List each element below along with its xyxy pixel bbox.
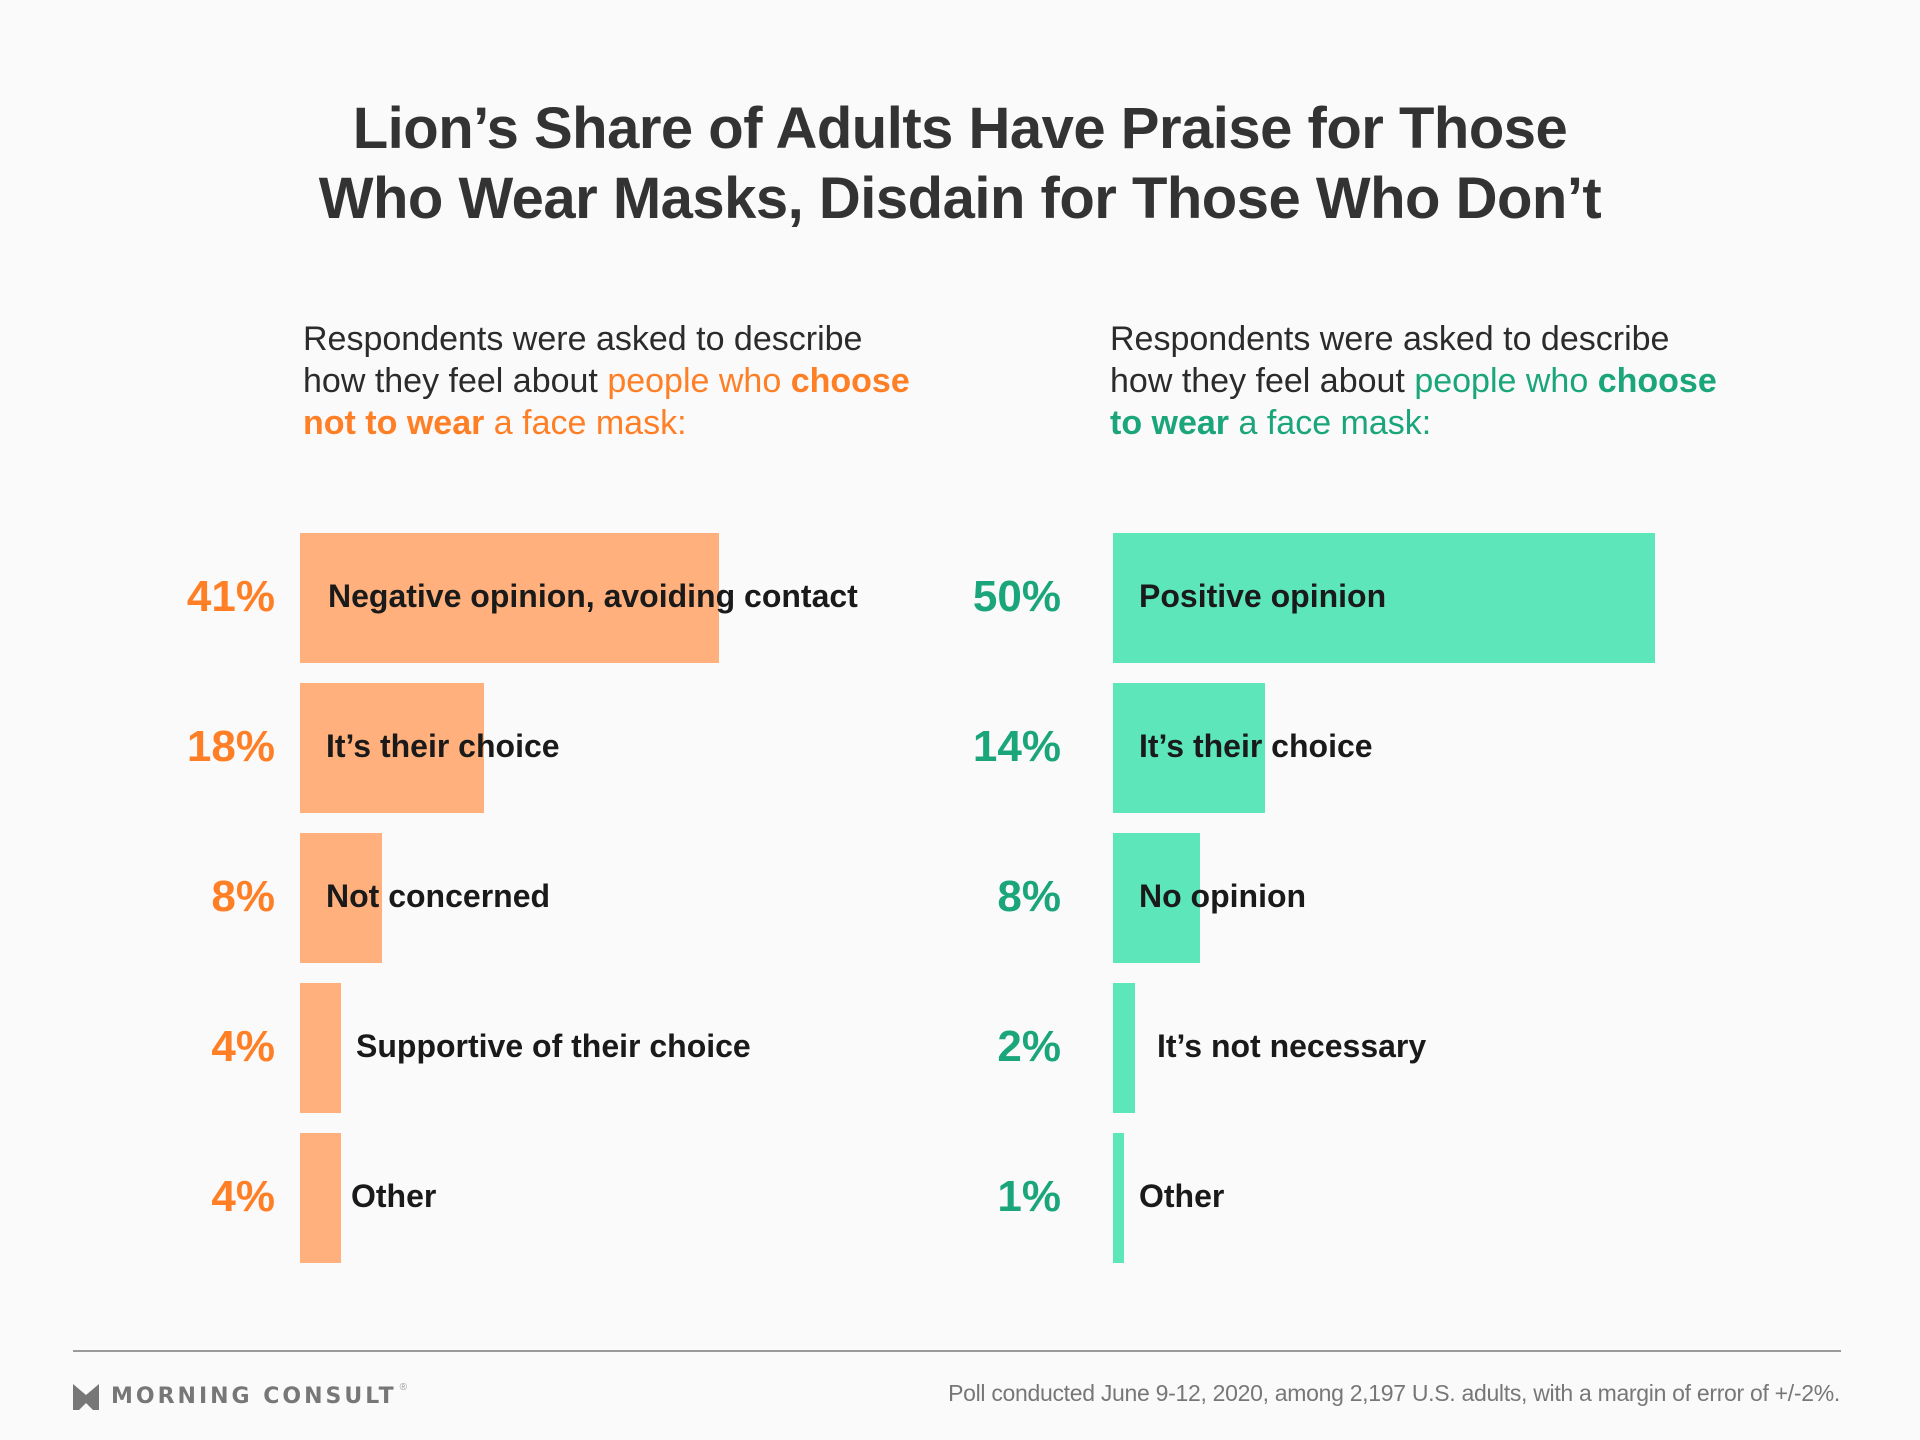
right-category-label-3: No opinion [1139,878,1307,914]
right-subtitle-highlight-bold: choose to wear [1110,362,1717,442]
left-value-label-2: 18% [186,722,275,771]
left-bar-1 [300,533,719,663]
brand-name: MORNING CONSULT [111,1384,397,1409]
left-value-label-1: 41% [186,572,275,621]
right-category-label-1: Positive opinion [1139,578,1387,614]
left-bar-2 [300,683,484,813]
right-bar-4 [1113,983,1135,1113]
chart-title-line-2: Who Wear Masks, Disdain for Those Who Do… [318,166,1602,231]
right-category-label-4: It’s not necessary [1157,1028,1427,1064]
right-value-label-4: 2% [997,1022,1061,1071]
footer-divider [73,1350,1841,1352]
left-panel-subtitle: Respondents were asked to describe how t… [303,318,923,444]
left-subtitle-highlight: people who [607,362,791,400]
right-panel-subtitle: Respondents were asked to describe how t… [1110,318,1730,444]
left-category-label-1: Negative opinion, avoiding contact [328,578,858,614]
left-bar-3 [300,833,382,963]
right-bar-5 [1113,1133,1124,1263]
right-subtitle-highlight: people who [1414,362,1598,400]
poll-footnote: Poll conducted June 9-12, 2020, among 2,… [948,1380,1840,1406]
left-category-label-3: Not concerned [326,878,551,914]
left-bar-4 [300,983,341,1113]
right-value-label-2: 14% [972,722,1061,771]
morning-consult-logo: MORNING CONSULT ® [73,1382,407,1412]
right-subtitle-text: Respondents were asked to describe how t… [1110,320,1670,400]
left-subtitle-highlight-end: a face mask: [484,404,687,442]
left-value-label-4: 4% [211,1022,275,1071]
right-value-label-5: 1% [997,1172,1061,1221]
left-subtitle-highlight-bold: choose not to wear [303,362,910,442]
right-subtitle-highlight-end: a face mask: [1229,404,1432,442]
left-bar-5 [300,1133,341,1263]
left-value-label-3: 8% [211,872,275,921]
chart-title-line-1: Lion’s Share of Adults Have Praise for T… [352,96,1568,161]
right-bar-3 [1113,833,1200,963]
registered-mark: ® [399,1382,407,1393]
left-value-label-5: 4% [211,1172,275,1221]
morning-consult-chevron-logo-icon [73,1384,99,1410]
left-subtitle-text: Respondents were asked to describe how t… [303,320,863,400]
right-value-label-3: 8% [997,872,1061,921]
right-category-label-5: Other [1139,1178,1225,1214]
left-category-label-4: Supportive of their choice [356,1028,751,1064]
left-category-label-2: It’s their choice [326,728,560,764]
right-value-label-1: 50% [972,572,1061,621]
chart-title: Lion’s Share of Adults Have Praise for T… [0,94,1920,234]
right-category-label-2: It’s their choice [1139,728,1373,764]
right-bar-1 [1113,533,1655,663]
left-category-label-5: Other [351,1178,437,1214]
right-bar-2 [1113,683,1265,813]
